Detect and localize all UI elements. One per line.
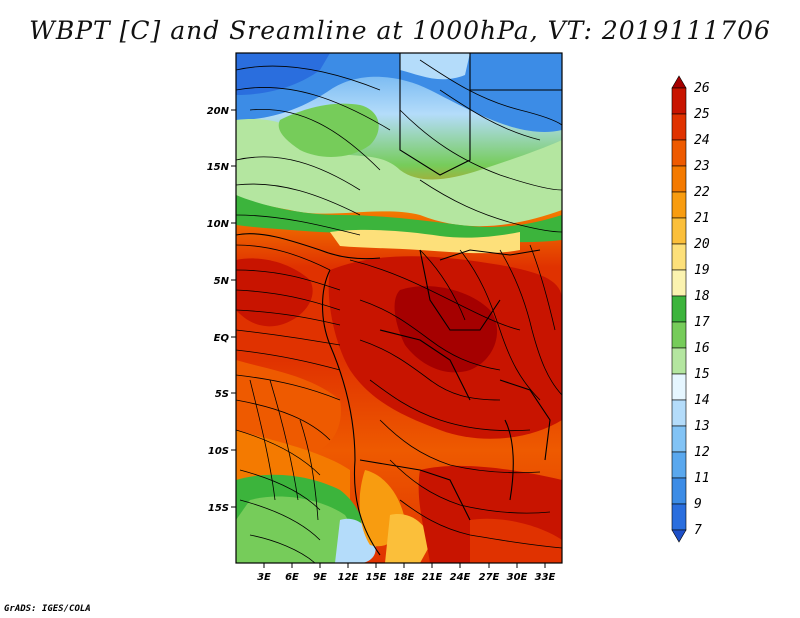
colorbar-label: 7	[694, 523, 702, 538]
streamlines	[236, 59, 562, 563]
lon-label: 27E	[479, 572, 500, 583]
lat-label: 5S	[215, 389, 229, 400]
colorbar-label: 26	[694, 81, 710, 96]
colorbar-bin	[671, 87, 687, 115]
colorbar-label: 19	[694, 263, 710, 278]
colorbar-label: 17	[694, 315, 710, 330]
colorbar-bin	[671, 217, 687, 245]
lon-label: 3E	[257, 572, 271, 583]
colorbar-bin	[671, 139, 687, 167]
colorbar-bin	[671, 477, 687, 505]
colorbar-label: 13	[694, 419, 710, 434]
colorbar-label: 22	[694, 185, 710, 200]
lon-label: 6E	[285, 572, 299, 583]
lon-label: 12E	[338, 572, 359, 583]
colorbar-label: 15	[694, 367, 710, 382]
map-title: WBPT [C] and Sreamline at 1000hPa, VT: 2…	[29, 16, 771, 45]
map-frame	[235, 52, 563, 564]
colorbar-bin	[671, 425, 687, 453]
colorbar-bin	[671, 191, 687, 219]
colorbar-label: 14	[694, 393, 710, 408]
lat-label: 20N	[207, 106, 230, 117]
lon-label: 15E	[366, 572, 387, 583]
colorbar-label: 23	[694, 159, 710, 174]
lon-label: 33E	[535, 572, 556, 583]
lat-label: 5N	[214, 276, 230, 287]
colorbar-bin	[671, 113, 687, 141]
colorbar-bin	[671, 503, 687, 531]
lat-label: 10N	[207, 219, 230, 230]
lat-axis: 20N 15N 10N 5N EQ 5S 10S 15S	[207, 106, 236, 514]
colorbar-bottom-arrow	[671, 529, 687, 543]
lon-label: 21E	[422, 572, 443, 583]
colorbar-bin	[671, 295, 687, 323]
colorbar-bin	[671, 243, 687, 271]
colorbar-label: 24	[694, 133, 710, 148]
colorbar-label: 21	[694, 211, 710, 226]
footer-credit: GrADS: IGES/COLA	[4, 604, 91, 614]
colorbar-bin	[671, 373, 687, 401]
colorbar-bin	[671, 269, 687, 297]
colorbar-label: 9	[694, 497, 702, 512]
lat-label: 10S	[208, 446, 229, 457]
colorbar-bin	[671, 451, 687, 479]
colorbar-label: 16	[694, 341, 710, 356]
colorbar-top-arrow	[671, 75, 687, 89]
colorbar-bin	[671, 399, 687, 427]
colorbar-label: 20	[694, 237, 710, 252]
colorbar-bin	[671, 321, 687, 349]
lon-label: 18E	[394, 572, 415, 583]
wbpt-field	[236, 53, 562, 563]
lat-label: 15N	[207, 162, 230, 173]
colorbar-label: 18	[694, 289, 710, 304]
lon-label: 9E	[313, 572, 327, 583]
lon-label: 24E	[450, 572, 471, 583]
colorbar-label: 11	[694, 471, 710, 486]
lon-axis: 3E 6E 9E 12E 15E 18E 21E 24E 27E 30E 33E	[257, 563, 556, 583]
lat-label: 15S	[208, 503, 229, 514]
colorbar-bin	[671, 347, 687, 375]
colorbar-label: 12	[694, 445, 710, 460]
lon-label: 30E	[507, 572, 528, 583]
colorbar: 26 25 24 23 22 21 20 19 18 17 16 15 14 13 12 11 9 7	[671, 75, 710, 543]
lat-label: EQ	[214, 333, 230, 344]
colorbar-label: 25	[694, 107, 710, 122]
borders	[236, 53, 562, 556]
colorbar-bin	[671, 165, 687, 193]
